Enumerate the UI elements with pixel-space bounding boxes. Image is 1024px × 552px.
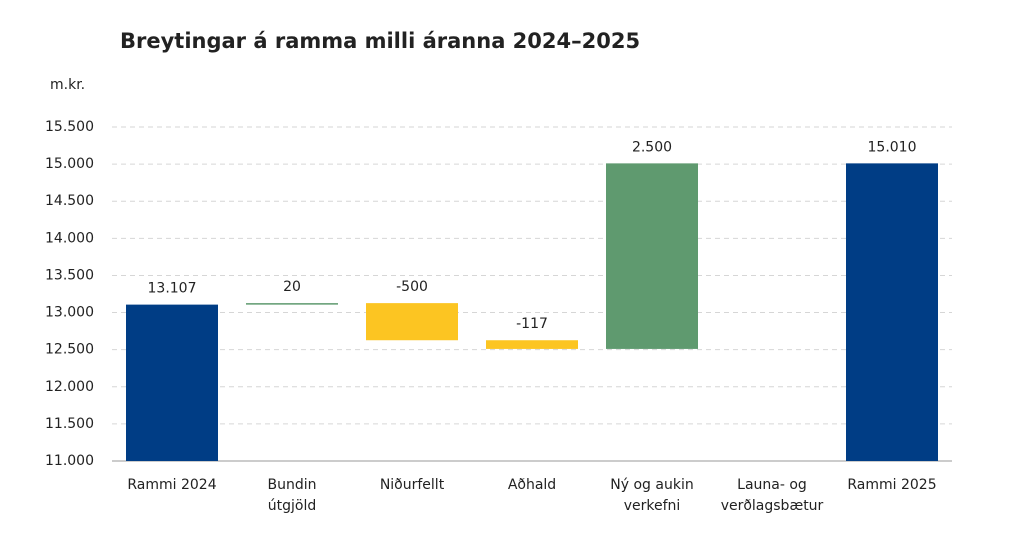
bar	[486, 340, 578, 349]
data-label: 2.500	[632, 139, 672, 155]
x-tick-label: Rammi 2025	[847, 477, 936, 493]
bar	[366, 303, 458, 341]
y-tick-label: 12.500	[45, 342, 94, 358]
x-tick-label: Niðurfellt	[380, 477, 445, 493]
y-axis-label: m.kr.	[50, 77, 85, 93]
y-tick-label: 14.500	[45, 193, 94, 209]
y-tick-label: 11.500	[45, 416, 94, 432]
data-label: 20	[283, 279, 301, 295]
y-tick-label: 15.500	[45, 119, 94, 135]
x-tick-label: verðlagsbætur	[721, 498, 824, 514]
bar	[126, 304, 218, 461]
x-tick-label: Launa- og	[737, 477, 807, 493]
x-tick-label: Rammi 2024	[127, 477, 216, 493]
chart-title: Breytingar á ramma milli áranna 2024–202…	[120, 29, 640, 53]
y-tick-label: 13.500	[45, 267, 94, 283]
x-tick-label: Ný og aukin	[610, 477, 693, 493]
y-tick-label: 11.000	[45, 453, 94, 469]
y-tick-label: 13.000	[45, 305, 94, 321]
x-tick-label: Aðhald	[508, 477, 556, 493]
data-label: -117	[516, 316, 548, 332]
data-label: 15.010	[868, 139, 917, 155]
bar	[246, 303, 338, 305]
data-label: -500	[396, 279, 428, 295]
x-tick-label: verkefni	[624, 498, 681, 514]
x-tick-label: útgjöld	[268, 498, 316, 514]
y-tick-label: 14.000	[45, 230, 94, 246]
bar	[846, 163, 938, 461]
data-label: 13.107	[148, 281, 197, 297]
y-tick-label: 12.000	[45, 379, 94, 395]
bar	[606, 163, 698, 349]
x-tick-label: Bundin	[268, 477, 317, 493]
y-tick-label: 15.000	[45, 156, 94, 172]
